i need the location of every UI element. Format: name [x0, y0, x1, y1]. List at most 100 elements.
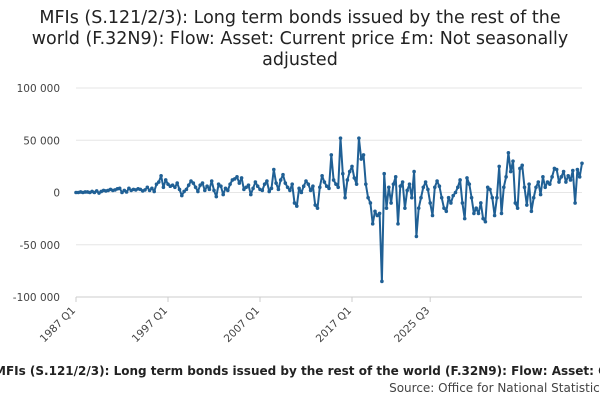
data-point [495, 195, 499, 200]
data-point [175, 181, 179, 185]
data-point [272, 167, 276, 172]
data-point [446, 195, 451, 200]
data-point [497, 164, 502, 169]
data-point [207, 187, 212, 192]
x-tick-label: 2017 Q1 [314, 305, 354, 345]
data-point [412, 169, 416, 174]
data-point [472, 211, 476, 216]
data-point [451, 193, 456, 198]
data-point [499, 211, 504, 216]
data-point [545, 180, 550, 184]
data-point [301, 184, 306, 189]
data-point [205, 184, 209, 189]
data-point [357, 136, 361, 140]
data-point [320, 173, 324, 178]
data-point [209, 179, 214, 183]
data-point [219, 184, 223, 189]
data-point [196, 189, 200, 194]
data-point [430, 213, 435, 218]
data-point [216, 182, 221, 186]
data-point [577, 175, 582, 179]
data-point [166, 182, 170, 186]
data-point [543, 185, 547, 190]
data-point [550, 175, 554, 179]
data-point [152, 189, 156, 194]
data-point [506, 150, 511, 155]
data-point [239, 176, 244, 180]
data-point [405, 188, 410, 193]
series-group [74, 136, 584, 284]
data-point [267, 189, 272, 194]
data-point [265, 179, 269, 183]
data-point [329, 153, 334, 157]
data-point [469, 195, 474, 200]
data-point [541, 175, 545, 179]
data-point [571, 168, 575, 173]
y-tick-label: 50 000 [23, 135, 60, 147]
data-point [375, 213, 380, 218]
data-point [573, 201, 577, 205]
data-point [318, 185, 322, 190]
data-point [292, 201, 297, 205]
data-point [423, 180, 428, 184]
data-point [120, 190, 124, 195]
y-axis: 100 000 50 000 0 -50 000 -100 000 [13, 83, 60, 304]
data-point [186, 183, 191, 187]
legend: MFIs (S.121/2/3): Long term bonds issued… [0, 364, 600, 382]
data-point [444, 209, 449, 214]
data-point [147, 188, 152, 193]
data-point [244, 185, 248, 190]
data-point [354, 182, 359, 186]
data-point [433, 185, 437, 190]
data-point [198, 183, 202, 187]
data-point [251, 186, 255, 191]
data-point [458, 178, 462, 182]
data-point [522, 185, 527, 190]
data-point [403, 206, 407, 210]
data-point [226, 188, 230, 193]
data-point [559, 175, 564, 179]
data-point [336, 185, 341, 190]
data-point [297, 186, 301, 191]
data-point [453, 190, 458, 195]
data-point [504, 175, 508, 179]
data-point [435, 179, 439, 183]
data-point [548, 182, 552, 186]
x-tick-label: 2007 Q1 [222, 305, 262, 345]
y-tick-label: 100 000 [17, 83, 60, 95]
data-point [154, 182, 159, 186]
data-point [315, 206, 320, 210]
data-point [278, 178, 283, 182]
grid-lines [76, 87, 582, 298]
series-line [76, 137, 583, 283]
data-point [368, 201, 373, 205]
data-point [527, 182, 531, 186]
data-point [557, 180, 561, 184]
data-point [525, 203, 529, 207]
data-point [255, 184, 260, 189]
data-point [485, 185, 490, 190]
data-point [94, 189, 99, 193]
data-point [281, 172, 285, 177]
data-point [398, 184, 403, 189]
data-point [237, 181, 242, 185]
data-point [513, 201, 518, 205]
data-point [393, 175, 398, 179]
data-point [428, 201, 433, 205]
data-point [534, 185, 538, 190]
data-point [221, 192, 225, 197]
data-point [479, 201, 483, 205]
data-point [290, 182, 295, 186]
data-point [163, 178, 168, 182]
data-point [439, 195, 444, 200]
data-point [536, 180, 541, 184]
data-point [426, 187, 430, 192]
data-point [242, 187, 246, 192]
data-point [564, 180, 568, 184]
data-point [322, 180, 327, 184]
data-point [366, 195, 370, 200]
data-point [515, 206, 520, 210]
data-point [442, 206, 446, 210]
data-point [184, 187, 189, 192]
data-point [203, 188, 207, 193]
